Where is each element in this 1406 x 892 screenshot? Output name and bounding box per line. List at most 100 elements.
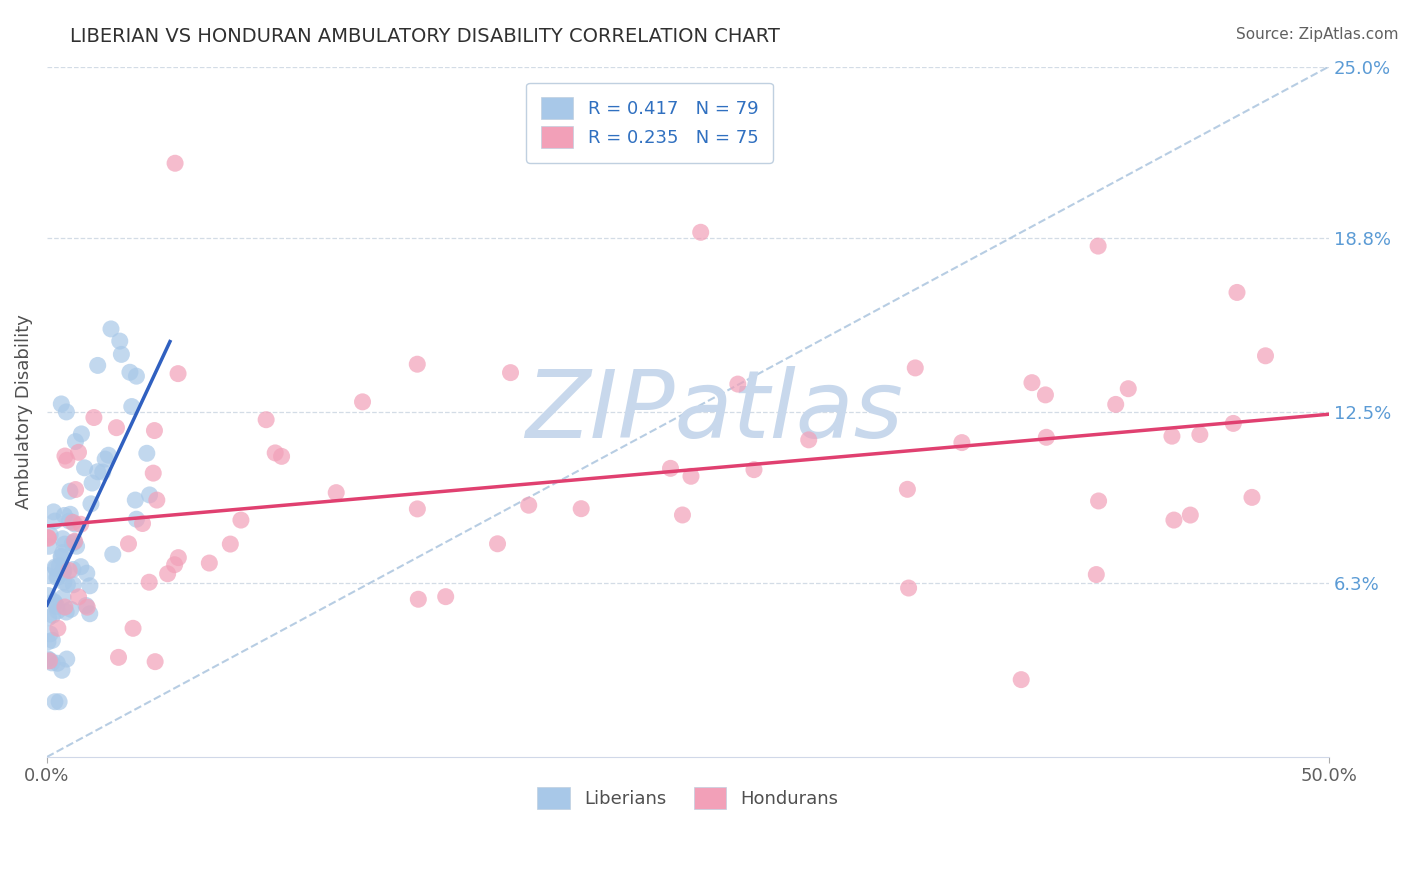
Point (1087, 239, 1109, 253)
Point (406, 502, 429, 516)
Point (46, 657, 69, 671)
Point (63, 534, 86, 549)
Point (46, 604, 69, 618)
Point (117, 537, 139, 551)
Point (37, 531, 59, 545)
Point (70, 426, 93, 441)
Point (41, 633, 63, 648)
Point (55, 605, 77, 619)
Point (80, 497, 103, 511)
Point (37, 635, 59, 649)
Legend: Liberians, Hondurans: Liberians, Hondurans (523, 773, 853, 824)
Point (146, 493, 169, 508)
Point (219, 537, 242, 551)
Point (797, 433, 820, 447)
Point (138, 575, 160, 590)
Point (67, 590, 90, 604)
Point (121, 400, 143, 414)
Point (486, 537, 509, 551)
Point (56, 453, 79, 467)
Point (65, 483, 87, 497)
Point (125, 512, 148, 526)
Point (1188, 427, 1211, 442)
Point (41, 608, 63, 623)
Point (51, 550, 73, 565)
Point (76, 600, 98, 615)
Point (1085, 567, 1108, 582)
Point (59, 484, 82, 499)
Point (83, 410, 105, 425)
Point (70, 559, 93, 574)
Point (124, 493, 146, 508)
Point (264, 446, 287, 460)
Point (39, 627, 62, 641)
Point (118, 365, 141, 379)
Point (53, 563, 76, 577)
Point (352, 395, 374, 409)
Point (254, 413, 277, 427)
Point (52, 562, 75, 576)
Point (1021, 376, 1043, 390)
Point (108, 334, 131, 348)
Point (143, 655, 166, 669)
Point (39, 654, 62, 668)
Point (897, 581, 920, 595)
Point (63, 516, 86, 531)
Point (1161, 429, 1184, 443)
Point (37, 568, 59, 582)
Point (51, 663, 73, 677)
Point (135, 446, 157, 460)
Point (163, 558, 186, 572)
Point (167, 550, 190, 565)
Point (86, 465, 108, 479)
Point (37, 652, 59, 666)
Point (229, 513, 252, 527)
Point (42, 594, 65, 608)
Point (59, 508, 82, 522)
Point (46, 570, 69, 584)
Point (56, 577, 79, 591)
Point (38, 539, 60, 553)
Point (1105, 397, 1128, 411)
Point (51, 532, 73, 546)
Point (79, 579, 101, 593)
Point (44, 695, 66, 709)
Point (41, 656, 63, 670)
Point (517, 498, 540, 512)
Point (679, 469, 702, 483)
Point (51, 397, 73, 411)
Point (1254, 349, 1277, 363)
Point (67, 445, 90, 459)
Point (45, 570, 67, 584)
Point (122, 621, 145, 635)
Point (727, 377, 749, 392)
Point (53, 508, 76, 523)
Point (46, 621, 69, 635)
Point (38, 654, 60, 668)
Point (110, 347, 132, 361)
Point (91, 465, 114, 479)
Point (97, 448, 120, 462)
Point (131, 516, 153, 531)
Point (100, 322, 122, 336)
Point (143, 424, 166, 438)
Point (156, 566, 179, 581)
Point (58, 564, 80, 578)
Point (49, 549, 72, 564)
Point (65, 539, 87, 553)
Point (1010, 673, 1032, 687)
Point (1226, 285, 1249, 300)
Point (62, 578, 84, 592)
Point (44, 596, 66, 610)
Point (86, 359, 108, 373)
Point (76, 566, 98, 581)
Point (1163, 513, 1185, 527)
Point (52, 566, 75, 580)
Y-axis label: Ambulatory Disability: Ambulatory Disability (15, 314, 32, 509)
Text: LIBERIAN VS HONDURAN AMBULATORY DISABILITY CORRELATION CHART: LIBERIAN VS HONDURAN AMBULATORY DISABILI… (70, 27, 780, 45)
Point (125, 369, 148, 384)
Point (44, 514, 66, 528)
Point (270, 450, 292, 464)
Point (55, 405, 77, 419)
Point (58, 514, 80, 528)
